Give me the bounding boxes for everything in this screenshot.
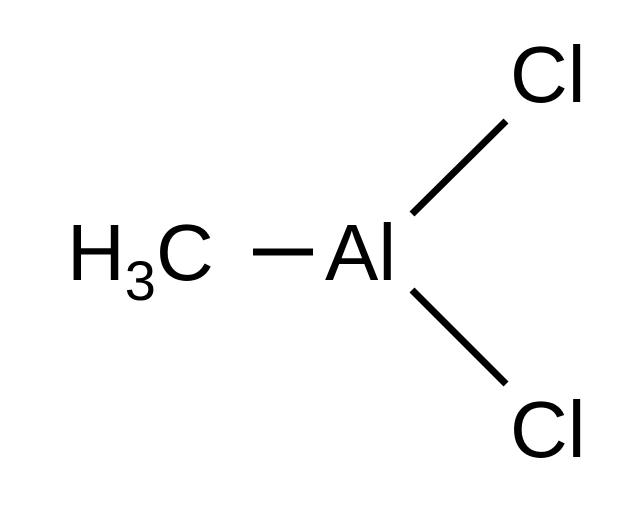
atom-chlorine-top: Cl: [510, 35, 586, 115]
bond-al-cl-bottom: [412, 290, 506, 384]
atom-subscript: 3: [125, 249, 156, 312]
atom-symbol: H: [67, 208, 125, 297]
molecule-canvas: H3C Al Cl Cl: [0, 0, 640, 509]
atom-symbol: Cl: [510, 30, 586, 119]
atom-chlorine-bottom: Cl: [510, 390, 586, 470]
atom-methyl: H3C: [67, 213, 214, 293]
bond-al-cl-top: [412, 121, 506, 214]
atom-aluminum: Al: [325, 213, 396, 293]
atom-symbol: Cl: [510, 385, 586, 474]
atom-symbol: Al: [325, 208, 396, 297]
atom-symbol: C: [156, 208, 214, 297]
